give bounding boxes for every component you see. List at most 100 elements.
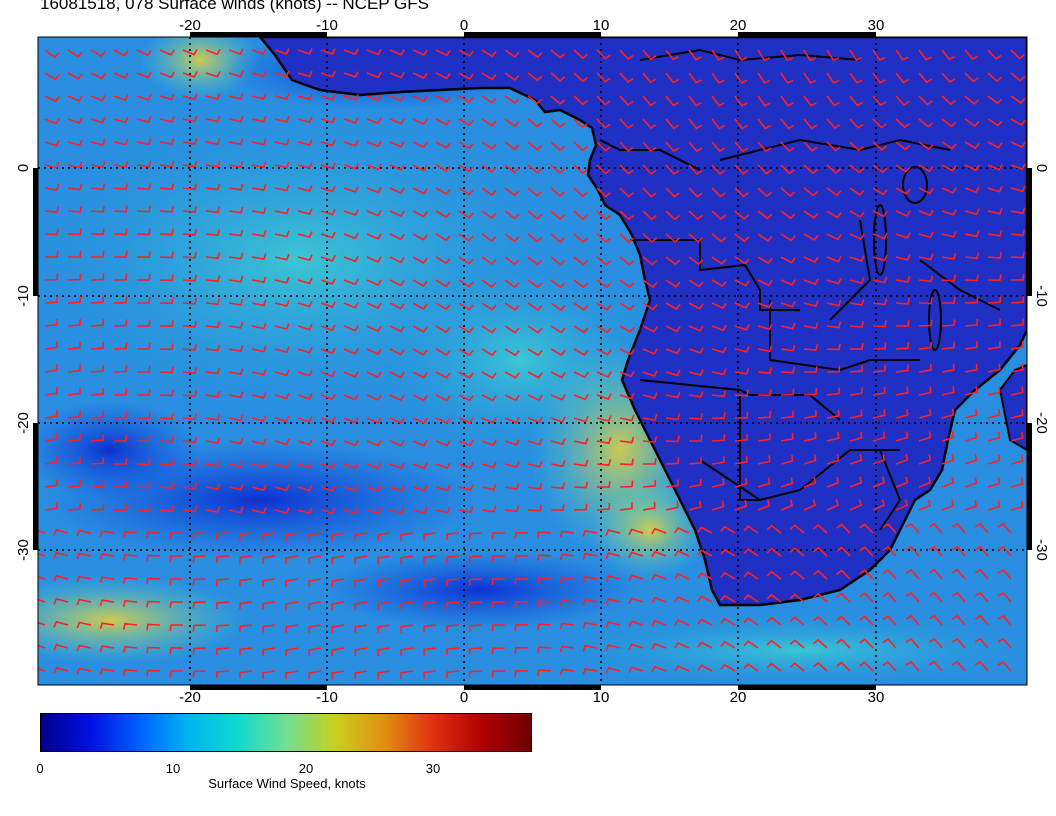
wind-barb (688, 325, 704, 332)
wind-barb (665, 302, 681, 311)
wind-barb (987, 477, 1001, 488)
wind-barb (366, 94, 382, 102)
wind-barb (605, 644, 621, 651)
wind-barb (642, 302, 658, 311)
wind-barb (780, 499, 794, 511)
wind-barb (642, 187, 657, 198)
wind-barb (251, 184, 267, 192)
wind-barb (228, 460, 244, 468)
wind-barb (504, 505, 520, 513)
wind-barb (789, 570, 805, 580)
wind-barb (789, 593, 805, 603)
wind-barb (918, 341, 932, 350)
wind-barb (941, 454, 955, 465)
wind-barb (343, 48, 359, 56)
wind-barb (836, 546, 851, 557)
wind-barb (320, 370, 336, 378)
wind-barb (941, 408, 955, 419)
wind-barb (918, 297, 933, 305)
wind-barb (711, 500, 725, 511)
wind-barb (987, 454, 1001, 465)
wind-barb (297, 370, 313, 377)
wind-barb (872, 95, 887, 107)
wind-barb (651, 642, 667, 650)
wind-barb (320, 70, 336, 78)
wind-barb (320, 324, 336, 332)
wind-barb (113, 205, 128, 213)
wind-barb (941, 476, 955, 488)
wind-barb (435, 233, 451, 242)
wind-barb (849, 118, 864, 129)
wind-barb (205, 275, 221, 283)
wind-barb (491, 578, 506, 586)
wind-barb (274, 253, 290, 261)
wind-barb (90, 434, 105, 442)
wind-barb (872, 49, 886, 62)
wind-barb (559, 668, 575, 676)
wind-barb (1010, 207, 1026, 215)
wind-barb (665, 435, 680, 443)
wind-barb (941, 95, 957, 106)
wind-barb (780, 95, 794, 107)
wind-barb (619, 187, 634, 198)
wind-barb (228, 298, 244, 306)
wind-barb (412, 417, 428, 425)
wind-barb (974, 591, 989, 603)
wind-barb (642, 118, 657, 130)
wind-barb (734, 164, 749, 175)
wind-barb (76, 575, 92, 583)
wind-barb (803, 300, 819, 308)
wind-barb (320, 462, 336, 469)
wind-barb (665, 457, 680, 465)
wind-barb (596, 371, 612, 378)
wind-barb (458, 484, 474, 491)
wind-barb (251, 138, 267, 146)
wind-barb (205, 93, 221, 101)
wind-barb (44, 184, 60, 191)
wind-barb (67, 117, 83, 124)
wind-barb (182, 436, 198, 444)
lat-label: -30 (1033, 539, 1050, 561)
wind-barb (136, 138, 152, 146)
wind-barb (297, 347, 313, 354)
wind-barb (514, 554, 529, 562)
wind-barb (308, 555, 322, 565)
wind-barb (514, 600, 529, 608)
wind-barb (527, 118, 543, 128)
wind-barb (136, 273, 151, 281)
wind-barb (872, 254, 888, 262)
wind-barb (458, 95, 474, 104)
wind-barb (665, 164, 680, 175)
wind-barb (895, 386, 909, 396)
wind-barb (67, 410, 81, 419)
map-title: 16081518, 078 Surface winds (knots) -- N… (40, 0, 429, 13)
wind-barb (491, 624, 506, 632)
wind-barb (780, 118, 795, 130)
wind-barb (412, 210, 428, 218)
wind-barb (481, 279, 497, 288)
wind-barb (895, 49, 909, 61)
wind-barb (596, 49, 611, 60)
wind-barb (895, 364, 909, 373)
wind-barb (182, 413, 198, 421)
wind-barb (964, 208, 980, 216)
wind-barb (711, 233, 727, 243)
wind-barb (377, 555, 391, 564)
wind-barb (619, 458, 634, 466)
wind-barb (697, 549, 713, 557)
wind-barb (146, 577, 161, 585)
wind-barb (182, 206, 198, 213)
wind-barb (743, 571, 759, 580)
wind-barb (849, 255, 865, 262)
lon-labels-bottom: -20 -10 0 10 20 30 (179, 689, 884, 706)
wind-barb (789, 662, 805, 672)
wind-barb (389, 394, 405, 402)
wind-barb (582, 598, 598, 606)
wind-barb (331, 555, 345, 565)
wind-barb (90, 139, 106, 146)
wind-barb (1010, 49, 1025, 60)
wind-barb (803, 499, 816, 511)
wind-barb (573, 49, 589, 60)
wind-barb (44, 95, 60, 103)
wind-barb (582, 552, 598, 560)
